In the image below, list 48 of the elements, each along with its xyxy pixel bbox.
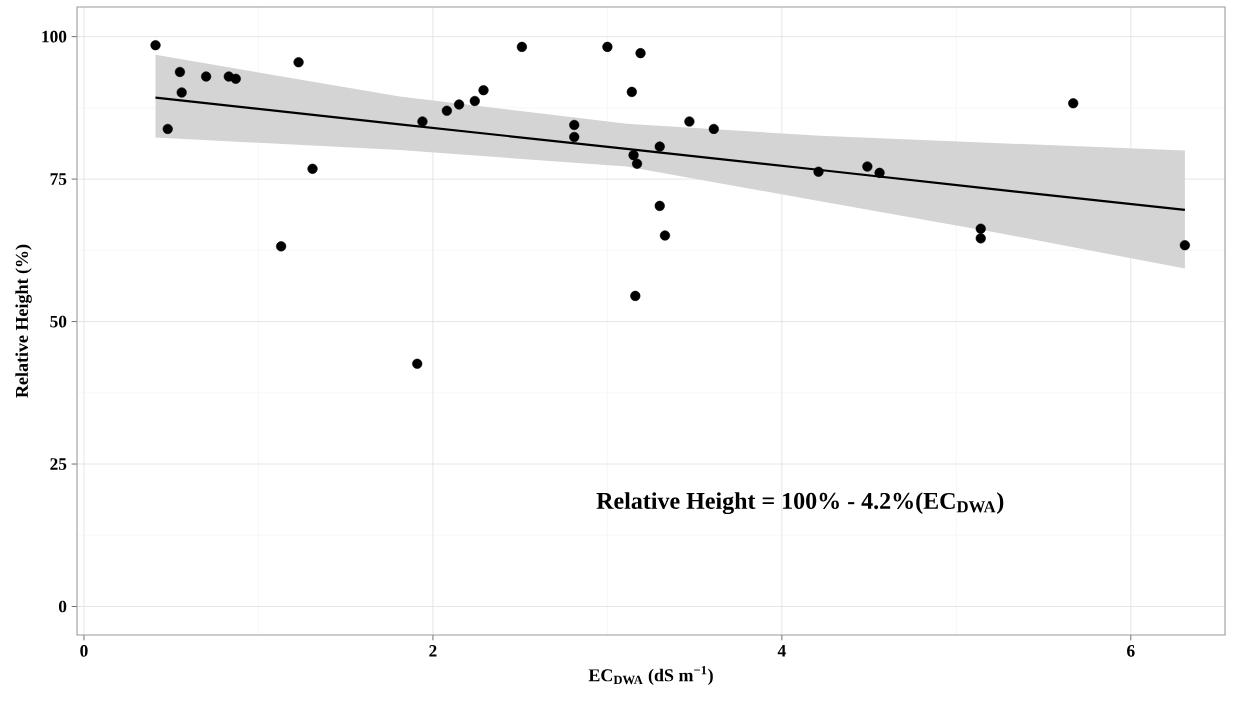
y-tick-label: 0 xyxy=(58,600,67,613)
y-axis-title: Relative Height (%) xyxy=(15,244,32,398)
x-tick-label: 0 xyxy=(80,645,88,657)
point xyxy=(635,48,646,59)
point xyxy=(659,230,671,241)
y-tick-label: 50 xyxy=(50,315,67,328)
point xyxy=(654,141,665,152)
point xyxy=(569,131,580,142)
point xyxy=(975,223,986,234)
y-tick-label: 25 xyxy=(50,458,67,470)
point xyxy=(412,358,423,369)
point xyxy=(441,105,452,116)
x-axis-title: EC$_{DWA}$ (dS m$^{−1}$) xyxy=(588,665,713,686)
point xyxy=(174,66,186,78)
point xyxy=(626,86,637,97)
x-tick-label: 2 xyxy=(429,645,437,657)
point xyxy=(874,167,885,178)
point xyxy=(230,73,241,84)
point xyxy=(276,241,287,252)
point xyxy=(417,116,428,127)
x-tick-label: 6 xyxy=(1127,645,1135,657)
point xyxy=(469,95,480,107)
y-tick-label: 100 xyxy=(42,30,67,43)
point xyxy=(293,57,304,68)
point xyxy=(602,41,613,52)
point xyxy=(569,119,580,131)
point xyxy=(176,87,187,98)
point xyxy=(628,150,639,161)
point xyxy=(631,158,643,169)
annotation: Relative Height = 100% - 4.2%(EC$_{DWA}$) xyxy=(596,492,1004,515)
point xyxy=(684,116,695,127)
point xyxy=(975,233,986,244)
point xyxy=(307,163,318,174)
point xyxy=(1068,98,1079,109)
point xyxy=(813,166,824,177)
point xyxy=(654,200,665,211)
point xyxy=(454,99,465,110)
point xyxy=(630,290,641,301)
point xyxy=(201,71,212,82)
point xyxy=(162,123,173,135)
point xyxy=(1179,240,1190,251)
point xyxy=(862,161,873,172)
point xyxy=(478,85,489,96)
point xyxy=(516,41,527,52)
y-tick-label: 75 xyxy=(50,173,67,185)
point xyxy=(150,40,161,51)
x-tick-label: 4 xyxy=(777,645,786,657)
point xyxy=(708,123,719,135)
